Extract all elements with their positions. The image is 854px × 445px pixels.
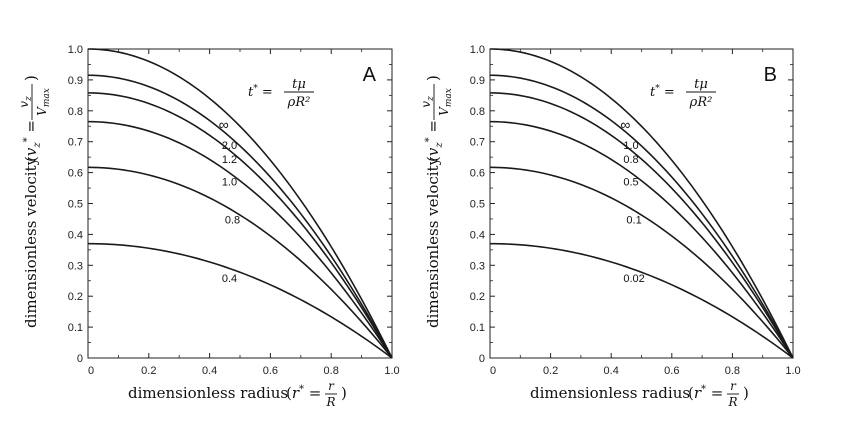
series-label: 0.5 xyxy=(623,177,638,189)
x-tick-label: 0.6 xyxy=(664,365,679,377)
panel-label: B xyxy=(764,64,777,86)
series-label: 2.0 xyxy=(222,140,237,152)
y-tick-label: 0.3 xyxy=(68,260,83,272)
y-tick-label: 0.9 xyxy=(470,75,485,87)
y-tick-label: 0.8 xyxy=(470,106,485,118)
series-line xyxy=(489,242,794,359)
y-tick-label: 0.5 xyxy=(470,199,485,211)
formula-numerator: tμ xyxy=(694,77,708,92)
plot-frame xyxy=(489,48,794,359)
y-tick-label: 0.2 xyxy=(68,291,83,303)
y-tick-label: 0.2 xyxy=(470,291,485,303)
y-axis-label: dimensionless velocity xyxy=(22,156,40,328)
y-tick-label: 0.1 xyxy=(68,322,83,334)
x-axis-label: dimensionless radius xyxy=(530,384,690,402)
series-label: 0.02 xyxy=(623,273,644,285)
y-tick-label: 0.4 xyxy=(68,229,83,241)
x-tick-label: 0 xyxy=(88,365,94,377)
y-axis-frac-den: Vmax xyxy=(35,88,52,116)
x-tick-label: 0.4 xyxy=(202,365,217,377)
y-tick-label: 0 xyxy=(77,353,83,365)
x-tick-label: 0.4 xyxy=(604,365,619,377)
series-label: 0.8 xyxy=(225,214,240,226)
series-label: 0.4 xyxy=(222,273,237,285)
series-label: 0.8 xyxy=(623,154,638,166)
y-tick-label: 1.0 xyxy=(470,44,485,56)
y-axis-label-paren: (vz* = xyxy=(424,120,445,162)
formula-denominator: ρR² xyxy=(287,95,311,110)
formula-denominator: ρR² xyxy=(689,95,713,110)
x-axis-label: dimensionless radius xyxy=(128,384,288,402)
y-tick-label: 0.5 xyxy=(68,199,83,211)
x-axis-frac-num: r xyxy=(328,379,335,393)
x-tick-label: 0 xyxy=(490,365,496,377)
x-axis-frac-den: R xyxy=(727,395,737,409)
x-axis-label-paren: (r* = xyxy=(688,384,723,402)
y-tick-label: 0.3 xyxy=(470,260,485,272)
x-tick-label: 0.2 xyxy=(543,365,558,377)
series-label: 0.1 xyxy=(626,214,641,226)
y-tick-label: 0.4 xyxy=(470,229,485,241)
x-tick-label: 0.8 xyxy=(324,365,339,377)
y-axis-label-close: ) xyxy=(424,75,442,81)
series-line xyxy=(87,120,393,359)
series-line xyxy=(87,166,393,359)
series-line xyxy=(87,74,393,359)
series-line xyxy=(489,166,794,359)
x-tick-label: 1.0 xyxy=(384,365,399,377)
x-axis-frac-num: r xyxy=(730,379,737,393)
y-tick-label: 0.6 xyxy=(470,168,485,180)
y-axis-frac-num: vz xyxy=(419,96,436,108)
y-axis-frac-den: Vmax xyxy=(437,88,454,116)
y-tick-label: 1.0 xyxy=(68,44,83,56)
formula-numerator: tμ xyxy=(292,77,306,92)
x-axis-label-close: ) xyxy=(341,384,347,402)
y-tick-label: 0.9 xyxy=(68,75,83,87)
x-tick-label: 0.6 xyxy=(263,365,278,377)
series-label: 1.0 xyxy=(623,140,638,152)
series-line xyxy=(489,74,794,359)
series-label: ∞ xyxy=(219,117,229,133)
y-tick-label: 0.7 xyxy=(470,137,485,149)
chart-panel-b: 0 0.1 0.2 0.3 0.4 0.5 0.6 0.7 0.8 0.9 1.0 0 0.2 0.4 0.… xyxy=(419,44,801,409)
series-line xyxy=(489,92,794,359)
y-tick-label: 0.6 xyxy=(68,168,83,180)
y-axis-label-paren: (vz* = xyxy=(22,120,43,162)
x-axis-label-paren: (r* = xyxy=(286,384,321,402)
panel-label: A xyxy=(363,64,377,86)
y-axis-label: dimensionless velocity xyxy=(424,156,442,328)
series-line xyxy=(87,242,393,359)
y-tick-label: 0.1 xyxy=(470,322,485,334)
formula-lhs: t* = xyxy=(650,84,675,100)
y-tick-label: 0.7 xyxy=(68,137,83,149)
plot-frame xyxy=(87,48,393,359)
y-axis-frac-num: vz xyxy=(17,96,34,108)
series-line xyxy=(87,92,393,359)
y-tick-label: 0.8 xyxy=(68,106,83,118)
series-label: ∞ xyxy=(620,117,630,133)
series-line xyxy=(87,48,393,359)
series-line xyxy=(489,48,794,359)
series-line xyxy=(489,120,794,359)
y-axis-label-close: ) xyxy=(22,75,40,81)
formula-lhs: t* = xyxy=(248,84,273,100)
x-axis-frac-den: R xyxy=(325,395,335,409)
x-tick-label: 0.8 xyxy=(725,365,740,377)
x-tick-label: 0.2 xyxy=(141,365,156,377)
x-tick-label: 1.0 xyxy=(785,365,800,377)
chart-panel-a: 0 0.1 0.2 0.3 0.4 0.5 0.6 0.7 0.8 0.9 1.0 0 0.2 0.4 0.… xyxy=(17,44,400,409)
y-tick-label: 0 xyxy=(479,353,485,365)
series-label: 1.2 xyxy=(222,154,237,166)
series-label: 1.0 xyxy=(222,177,237,189)
x-axis-label-close: ) xyxy=(743,384,749,402)
